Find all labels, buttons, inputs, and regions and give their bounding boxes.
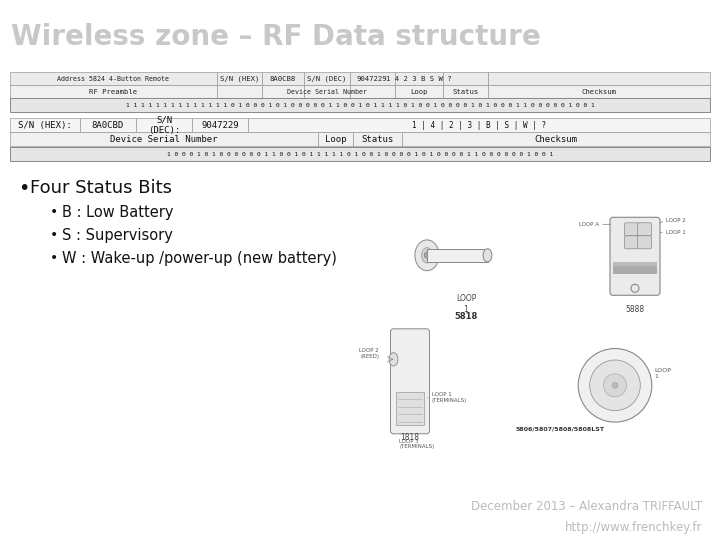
Bar: [10, 132, 318, 146]
Circle shape: [612, 382, 618, 388]
Text: Checksum: Checksum: [534, 135, 577, 144]
Text: http://www.frenchkey.fr: http://www.frenchkey.fr: [564, 521, 702, 534]
Bar: [488, 72, 710, 85]
Text: S/N (HEX): S/N (HEX): [220, 76, 259, 82]
Bar: [192, 118, 248, 132]
Text: 1 4 2 3 B S W ?: 1 4 2 3 B S W ?: [386, 76, 451, 82]
Bar: [318, 132, 353, 146]
Text: 9047229: 9047229: [201, 121, 239, 130]
Text: LOOP 2
(REED): LOOP 2 (REED): [359, 348, 379, 359]
Bar: [395, 85, 443, 98]
Circle shape: [590, 360, 640, 410]
Ellipse shape: [483, 249, 492, 262]
Bar: [10, 98, 710, 112]
FancyBboxPatch shape: [637, 236, 652, 249]
Text: 5806/5807/5808/5808LST: 5806/5807/5808/5808LST: [516, 426, 605, 431]
Text: Status: Status: [452, 89, 479, 95]
Text: Wireless zone – RF Data structure: Wireless zone – RF Data structure: [11, 23, 541, 51]
Bar: [10, 72, 217, 85]
Text: LOOP A: LOOP A: [579, 222, 599, 227]
Bar: [349, 85, 395, 98]
Bar: [217, 72, 262, 85]
Bar: [349, 72, 395, 85]
Text: December 2013 – Alexandra TRIFFAULT: December 2013 – Alexandra TRIFFAULT: [471, 500, 702, 512]
Text: •: •: [50, 228, 58, 242]
FancyBboxPatch shape: [390, 329, 430, 434]
Text: W : Wake-up /power-up (new battery): W : Wake-up /power-up (new battery): [62, 251, 337, 266]
Bar: [248, 118, 710, 132]
Bar: [443, 72, 488, 85]
Text: 5888: 5888: [626, 305, 644, 314]
FancyBboxPatch shape: [637, 223, 652, 236]
Text: LOOP 2: LOOP 2: [666, 218, 685, 223]
Bar: [262, 85, 304, 98]
Text: Address 5824 4-Button Remote: Address 5824 4-Button Remote: [58, 76, 169, 82]
Text: RF Preamble: RF Preamble: [89, 89, 138, 95]
Circle shape: [603, 374, 626, 397]
Bar: [427, 249, 487, 262]
Text: •: •: [50, 205, 58, 219]
Text: Four Status Bits: Four Status Bits: [30, 179, 172, 197]
Bar: [402, 132, 710, 146]
Text: S/N
(DEC):: S/N (DEC):: [148, 116, 180, 135]
Text: S/N (HEX):: S/N (HEX):: [18, 121, 72, 130]
Text: 1818: 1818: [400, 433, 420, 442]
Bar: [353, 132, 402, 146]
Bar: [395, 72, 443, 85]
Ellipse shape: [421, 248, 433, 263]
Bar: [443, 85, 488, 98]
Bar: [262, 72, 304, 85]
Text: Loop: Loop: [325, 135, 346, 144]
Text: 1 | 4 | 2 | 3 | B | S | W | ?: 1 | 4 | 2 | 3 | B | S | W | ?: [412, 121, 546, 130]
Bar: [396, 393, 424, 426]
Bar: [10, 85, 217, 98]
Text: •: •: [50, 251, 58, 265]
Text: LOOP 3
(TERMINALS): LOOP 3 (TERMINALS): [399, 438, 434, 449]
Circle shape: [578, 348, 652, 422]
Ellipse shape: [415, 240, 439, 271]
Text: Device Serial Number: Device Serial Number: [287, 89, 366, 95]
Text: 9047229: 9047229: [357, 76, 387, 82]
Text: LOOP 1
(TERMINALS): LOOP 1 (TERMINALS): [432, 393, 467, 403]
Text: 1 0 0 0 1 0 1 0 0 0 0 0 0 1 1 0 0 1 0 1 1 1 1 1 0 1 0 0 1 0 0 0 0 1 0 1 0 0 0 0 : 1 0 0 0 1 0 1 0 0 0 0 0 0 1 1 0 0 1 0 1 …: [167, 152, 553, 157]
Text: LOOP
1: LOOP 1: [654, 368, 671, 379]
Text: 5818: 5818: [454, 312, 477, 321]
Text: 8A0CBD: 8A0CBD: [92, 121, 124, 130]
Text: LOOP 1: LOOP 1: [666, 230, 685, 235]
Text: Device Serial Number: Device Serial Number: [110, 135, 217, 144]
Text: S : Supervisory: S : Supervisory: [62, 228, 173, 244]
Bar: [10, 118, 80, 132]
FancyBboxPatch shape: [624, 236, 639, 249]
Bar: [613, 262, 657, 266]
Text: B : Low Battery: B : Low Battery: [62, 205, 174, 220]
Text: Loop: Loop: [410, 89, 428, 95]
Text: Checksum: Checksum: [582, 89, 616, 95]
Bar: [488, 85, 710, 98]
Bar: [80, 118, 136, 132]
Bar: [304, 72, 349, 85]
Bar: [136, 118, 192, 132]
Text: LOOP
1: LOOP 1: [456, 294, 476, 314]
FancyBboxPatch shape: [624, 223, 639, 236]
Bar: [10, 147, 710, 161]
Text: Status: Status: [361, 135, 394, 144]
Circle shape: [424, 253, 430, 258]
Text: •: •: [18, 179, 30, 198]
Bar: [217, 85, 262, 98]
FancyBboxPatch shape: [610, 217, 660, 295]
Bar: [613, 266, 657, 274]
Text: S/N (DEC): S/N (DEC): [307, 76, 346, 82]
Ellipse shape: [389, 353, 398, 366]
Text: 8A0CB8: 8A0CB8: [270, 76, 296, 82]
Text: 1 1 1 1 1 1 1 1 1 1 1 1 1 1 0 1 0 0 0 1 0 1 0 0 0 0 0 1 1 0 0 1 0 1 1 1 1 0 1 0 : 1 1 1 1 1 1 1 1 1 1 1 1 1 1 0 1 0 0 0 1 …: [125, 103, 595, 108]
Bar: [304, 85, 349, 98]
